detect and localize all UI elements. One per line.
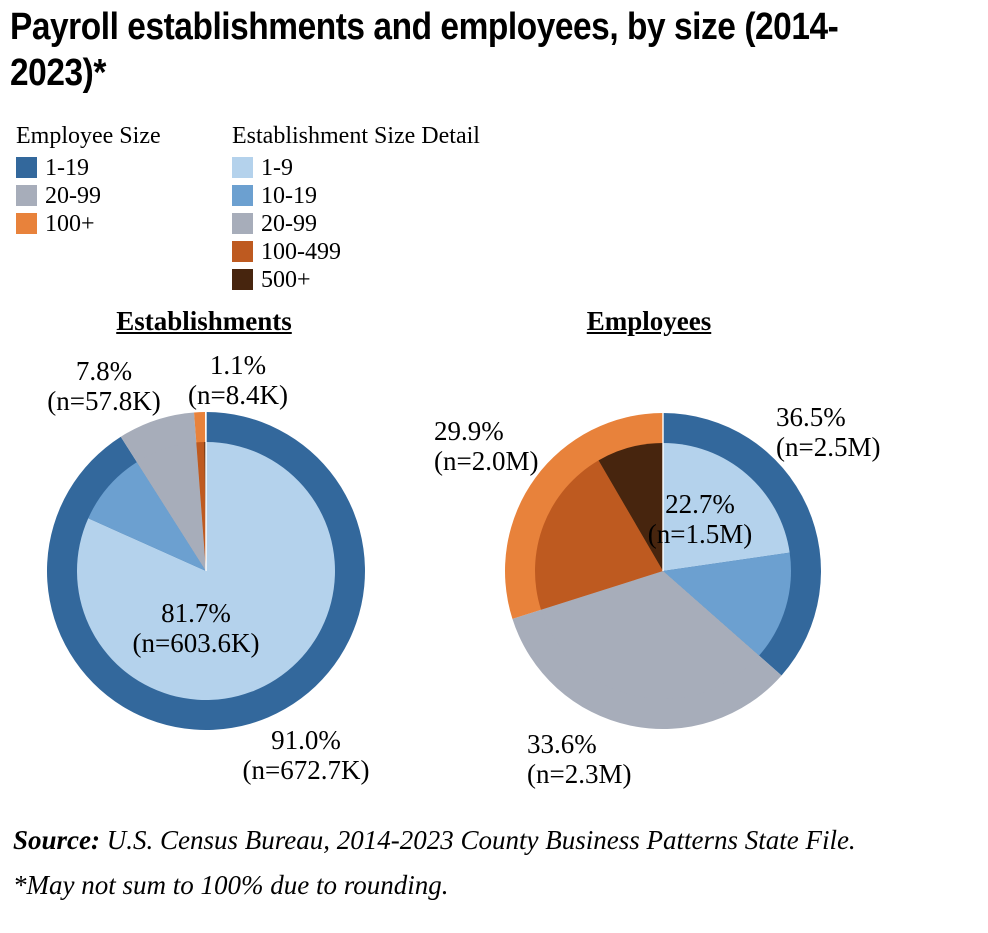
employees-data-label-0-line: (n=2.0M) [434, 446, 539, 476]
establishments-data-label-1-line: (n=8.4K) [188, 380, 288, 410]
employees-chart-title: Employees [586, 306, 712, 336]
legend-item-100-499: 100-499 [232, 239, 480, 265]
source-note: Source: U.S. Census Bureau, 2014-2023 Co… [13, 824, 856, 856]
legend-label-1-19: 1-19 [45, 154, 89, 181]
establishments-data-label-0-line: 7.8% [75, 356, 133, 386]
employees-inner-slice-20-99 [541, 571, 760, 699]
legend-item-1-9: 1-9 [232, 155, 480, 181]
source-label: Source: [13, 825, 100, 855]
establishments-data-label-3-line: 91.0% [271, 725, 341, 755]
legend-establishment-size-detail-title: Establishment Size Detail [232, 123, 480, 149]
rounding-footnote: *May not sum to 100% due to rounding. [13, 870, 449, 900]
legend-swatch-10-19 [232, 185, 253, 206]
legend-employee-size-title: Employee Size [16, 123, 161, 149]
employees-data-label-2-line: 22.7% [665, 489, 735, 519]
legend-establishment-size-detail: Establishment Size Detail 1-9 10-19 20-99 1… [232, 122, 480, 293]
establishments-chart-title: Establishments [116, 306, 292, 336]
legend-item-10-19: 10-19 [232, 183, 480, 209]
establishments-data-label-3: 91.0% (n=672.7K) [243, 725, 370, 785]
legend-swatch-100 [16, 213, 37, 234]
employees-inner-slice-1-9 [663, 443, 790, 571]
establishments-inner-slice-100-499 [196, 442, 206, 571]
employees-inner-slice-100-499 [535, 460, 663, 610]
employees-data-label-2-line: (n=1.5M) [647, 519, 753, 549]
establishments-data-label-0-line: (n=57.8K) [47, 386, 161, 416]
employees-data-label-2: 22.7% (n=1.5M) [648, 489, 752, 549]
employees-data-label-3-line: 33.6% [527, 729, 597, 759]
employees-data-label-1-line: (n=2.5M) [776, 432, 881, 462]
employees-data-label-1-line: 36.5% [776, 402, 846, 432]
legend-item-1-19: 1-19 [16, 155, 161, 181]
legend-employee-size-items: 1-19 20-99 100+ [16, 155, 161, 237]
establishments-data-label-2: 81.7% (n=603.6K) [133, 598, 260, 658]
employees-data-label-0: 29.9% (n=2.0M) [434, 416, 538, 476]
figure-title-line2: 2023)* [10, 52, 106, 94]
legend-label-1-9: 1-9 [261, 154, 293, 181]
legend-swatch-1-9 [232, 157, 253, 178]
figure-title-line1: Payroll establishments and employees, by… [10, 6, 839, 48]
source-text: U.S. Census Bureau, 2014-2023 County Bus… [100, 825, 856, 855]
establishments-data-label-3-line: (n=672.7K) [242, 755, 370, 785]
legend-label-500: 500+ [261, 266, 311, 293]
establishments-data-label-0: 7.8% (n=57.8K) [47, 356, 160, 416]
legend-employee-size: Employee Size 1-19 20-99 100+ [16, 122, 161, 237]
establishments-data-label-2-line: (n=603.6K) [132, 628, 260, 658]
establishments-data-label-1: 1.1% (n=8.4K) [188, 350, 288, 410]
legend-swatch-500 [232, 269, 253, 290]
establishments-inner-slice-10-19 [88, 462, 206, 571]
legend-item-20-99: 20-99 [16, 183, 161, 209]
figure-title: Payroll establishments and employees, by… [10, 4, 839, 96]
legend-swatch-1-19 [16, 157, 37, 178]
legend-item-20-99: 20-99 [232, 211, 480, 237]
legend-label-100-499: 100-499 [261, 238, 341, 265]
employees-inner-slice-10-19 [663, 552, 792, 656]
legend-establishment-size-detail-items: 1-9 10-19 20-99 100-499 500+ [232, 155, 480, 293]
legend-label-100: 100+ [45, 210, 95, 237]
employees-inner-slice-500 [598, 443, 663, 571]
legend-label-20-99: 20-99 [45, 182, 101, 209]
legend-swatch-20-99 [16, 185, 37, 206]
employees-data-label-0-line: 29.9% [434, 416, 504, 446]
legend-swatch-100-499 [232, 241, 253, 262]
legend-item-500: 500+ [232, 267, 480, 293]
establishments-data-label-2-line: 81.7% [161, 598, 231, 628]
legend-swatch-20-99 [232, 213, 253, 234]
employees-data-label-3-line: (n=2.3M) [527, 759, 632, 789]
establishments-data-label-1-line: 1.1% [209, 350, 267, 380]
legend-label-10-19: 10-19 [261, 182, 317, 209]
employees-data-label-3: 33.6% (n=2.3M) [527, 729, 631, 789]
legend-item-100: 100+ [16, 211, 161, 237]
employees-data-label-1: 36.5% (n=2.5M) [776, 402, 880, 462]
establishments-inner-slice-20-99 [136, 442, 206, 571]
legend-label-20-99: 20-99 [261, 210, 317, 237]
